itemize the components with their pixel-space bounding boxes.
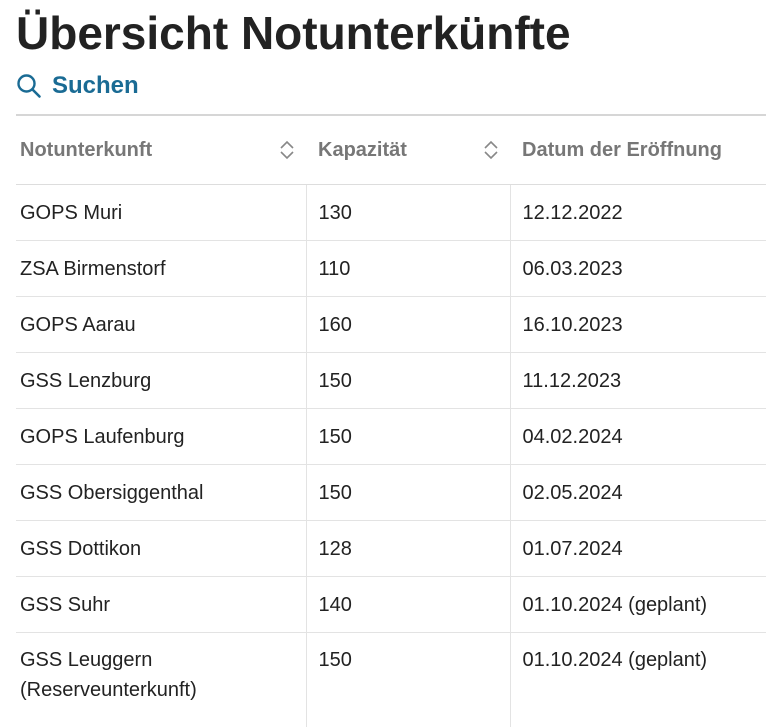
cell-capacity: 110 (306, 241, 510, 297)
cell-date: 04.02.2024 (510, 409, 766, 465)
table-header-row: Notunterkunft Kapazität (16, 116, 766, 185)
table-row: GOPS Laufenburg 150 04.02.2024 (16, 409, 766, 465)
column-header-kapazitaet[interactable]: Kapazität (306, 116, 510, 185)
column-header-label: Kapazität (318, 139, 407, 162)
column-header-notunterkunft[interactable]: Notunterkunft (16, 116, 306, 185)
cell-date: 01.10.2024 (geplant) (510, 577, 766, 633)
column-header-label: Datum der Eröffnung (522, 139, 722, 161)
cell-capacity: 150 (306, 633, 510, 727)
search-label: Suchen (52, 72, 139, 100)
cell-name-note: (Reserveunterkunft) (20, 675, 306, 705)
cell-name: GSS Obersiggenthal (16, 465, 306, 521)
cell-name: GOPS Muri (16, 185, 306, 241)
cell-capacity: 160 (306, 297, 510, 353)
cell-name: GOPS Laufenburg (16, 409, 306, 465)
cell-date: 16.10.2023 (510, 297, 766, 353)
sort-icon[interactable] (278, 139, 296, 161)
cell-capacity: 150 (306, 409, 510, 465)
cell-name: ZSA Birmenstorf (16, 241, 306, 297)
search-button[interactable]: Suchen (16, 70, 766, 102)
table-row: GSS Suhr 140 01.10.2024 (geplant) (16, 577, 766, 633)
cell-date: 06.03.2023 (510, 241, 766, 297)
cell-name: GSS Dottikon (16, 521, 306, 577)
cell-capacity: 140 (306, 577, 510, 633)
cell-name-text: GSS Leuggern (20, 645, 306, 675)
cell-date: 02.05.2024 (510, 465, 766, 521)
cell-capacity: 150 (306, 353, 510, 409)
cell-capacity: 150 (306, 465, 510, 521)
column-header-datum: Datum der Eröffnung (510, 116, 766, 185)
table-row: GSS Dottikon 128 01.07.2024 (16, 521, 766, 577)
table-row: GSS Lenzburg 150 11.12.2023 (16, 353, 766, 409)
table-row: ZSA Birmenstorf 110 06.03.2023 (16, 241, 766, 297)
page-title: Übersicht Notunterkünfte (16, 0, 766, 60)
cell-name: GOPS Aarau (16, 297, 306, 353)
table-row: GSS Obersiggenthal 150 02.05.2024 (16, 465, 766, 521)
search-icon (16, 73, 42, 99)
cell-date: 01.07.2024 (510, 521, 766, 577)
page: Übersicht Notunterkünfte Suchen Notunter… (16, 0, 766, 727)
cell-date: 12.12.2022 (510, 185, 766, 241)
cell-name: GSS Lenzburg (16, 353, 306, 409)
cell-name: GSS Suhr (16, 577, 306, 633)
table-row: GOPS Aarau 160 16.10.2023 (16, 297, 766, 353)
shelter-table: Notunterkunft Kapazität (16, 116, 766, 727)
cell-capacity: 130 (306, 185, 510, 241)
table-row: GOPS Muri 130 12.12.2022 (16, 185, 766, 241)
cell-name: GSS Leuggern (Reserveunterkunft) (16, 633, 306, 727)
column-header-label: Notunterkunft (20, 139, 152, 162)
table-row: GSS Leuggern (Reserveunterkunft) 150 01.… (16, 633, 766, 727)
cell-date: 01.10.2024 (geplant) (510, 633, 766, 727)
sort-icon[interactable] (482, 139, 500, 161)
cell-capacity: 128 (306, 521, 510, 577)
cell-date: 11.12.2023 (510, 353, 766, 409)
